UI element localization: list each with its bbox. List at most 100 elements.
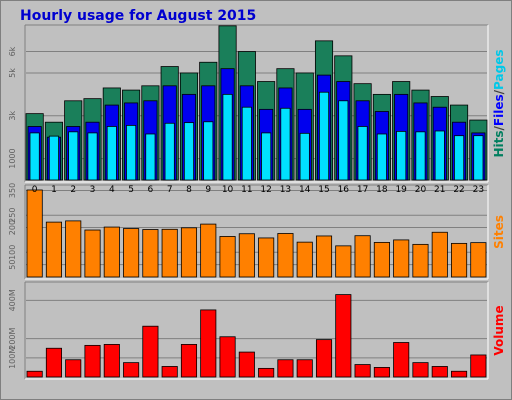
bar-pages-3	[87, 132, 98, 181]
bar-sites-4	[103, 226, 120, 278]
panel-side-label: Sites	[492, 215, 506, 249]
bar-volume-23	[470, 354, 487, 378]
bar-pages-21	[434, 130, 445, 181]
y-tick-label: 5k	[8, 68, 17, 78]
bar-volume-8	[180, 344, 198, 378]
bar-volume-4	[103, 344, 120, 378]
bar-volume-0	[26, 370, 43, 378]
x-tick-label: 7	[167, 185, 173, 195]
bar-volume-13	[277, 359, 294, 378]
y-tick-label: 1000	[8, 148, 17, 168]
bar-pages-0	[29, 132, 40, 181]
bar-volume-1	[45, 347, 62, 378]
bar-volume-10	[219, 336, 236, 378]
x-tick-label: 6	[148, 185, 154, 195]
bar-pages-11	[241, 106, 252, 181]
chart-title: Hourly usage for August 2015	[20, 8, 256, 24]
bar-pages-5	[126, 125, 137, 181]
x-tick-label: 5	[128, 185, 134, 195]
bar-pages-2	[68, 131, 79, 181]
bar-pages-20	[415, 131, 426, 181]
bar-volume-6	[142, 325, 159, 378]
side-label-part: /	[492, 125, 506, 130]
bar-pages-18	[376, 133, 387, 181]
panel-side-label: Hits/Files/Pages	[492, 50, 506, 158]
panel-side-label: Volume	[492, 305, 506, 355]
x-tick-label: 13	[280, 185, 291, 195]
bar-volume-16	[335, 294, 352, 378]
bar-sites-17	[354, 235, 371, 278]
bar-volume-5	[123, 362, 140, 378]
bar-sites-8	[180, 227, 198, 278]
bar-volume-17	[354, 364, 371, 378]
bar-sites-9	[200, 223, 217, 278]
bar-pages-6	[145, 133, 156, 181]
bar-sites-16	[335, 245, 352, 278]
bar-pages-16	[338, 100, 349, 181]
y-tick-label: 200	[8, 220, 17, 235]
side-label-part: Sites	[492, 215, 506, 249]
bar-pages-19	[396, 131, 407, 181]
bar-volume-21	[431, 366, 448, 378]
bar-pages-1	[48, 135, 59, 181]
bar-volume-19	[393, 342, 410, 378]
y-tick-label: 350	[8, 183, 17, 198]
x-tick-label: 18	[376, 185, 388, 195]
bar-sites-10	[219, 236, 236, 278]
bar-volume-14	[296, 359, 313, 378]
x-tick-label: 15	[318, 185, 329, 195]
bar-pages-23	[473, 135, 484, 181]
x-tick-label: 2	[70, 185, 76, 195]
bar-volume-12	[258, 367, 275, 378]
x-tick-label: 20	[415, 185, 427, 195]
x-tick-label: 12	[260, 185, 271, 195]
bar-sites-1	[45, 221, 62, 278]
bar-sites-13	[277, 233, 294, 278]
bar-pages-12	[261, 132, 272, 181]
bar-volume-18	[373, 367, 390, 378]
y-tick-label: 50	[8, 260, 17, 270]
bar-volume-9	[200, 309, 217, 378]
bar-sites-15	[315, 235, 333, 278]
bar-sites-14	[296, 241, 313, 278]
bar-volume-22	[451, 370, 468, 378]
x-tick-label: 22	[453, 185, 464, 195]
y-tick-label: 3k	[8, 111, 17, 121]
x-tick-label: 1	[51, 185, 57, 195]
bar-sites-3	[84, 229, 101, 278]
x-tick-label: 23	[473, 185, 484, 195]
bar-pages-7	[164, 122, 175, 181]
x-tick-label: 17	[357, 185, 368, 195]
bar-pages-17	[357, 126, 368, 181]
side-label-part: Volume	[492, 305, 506, 355]
bar-volume-20	[412, 362, 429, 378]
x-tick-label: 3	[90, 185, 96, 195]
bar-sites-5	[123, 228, 140, 278]
side-label-part: Pages	[492, 50, 506, 90]
bar-pages-13	[280, 107, 291, 181]
x-tick-label: 10	[222, 185, 234, 195]
bar-volume-3	[84, 344, 101, 378]
x-tick-label: 11	[241, 185, 252, 195]
y-tick-label: 200M	[8, 327, 17, 349]
x-tick-label: 0	[32, 185, 38, 195]
x-tick-label: 4	[109, 185, 115, 195]
bar-pages-10	[222, 93, 233, 181]
bar-sites-21	[431, 231, 448, 278]
chart-panels: 10003k5k6kHits/Files/Pages50100200250350…	[8, 24, 506, 380]
bar-pages-8	[183, 122, 195, 181]
bar-sites-23	[470, 242, 487, 278]
y-tick-label: 400M	[8, 289, 17, 311]
x-tick-label: 8	[186, 185, 192, 195]
bar-sites-6	[142, 229, 159, 278]
bar-volume-11	[238, 351, 255, 378]
y-tick-label: 100M	[8, 347, 17, 369]
x-tick-label: 9	[205, 185, 211, 195]
x-tick-label: 16	[338, 185, 350, 195]
bar-sites-0	[26, 189, 43, 278]
bar-volume-15	[315, 339, 333, 378]
